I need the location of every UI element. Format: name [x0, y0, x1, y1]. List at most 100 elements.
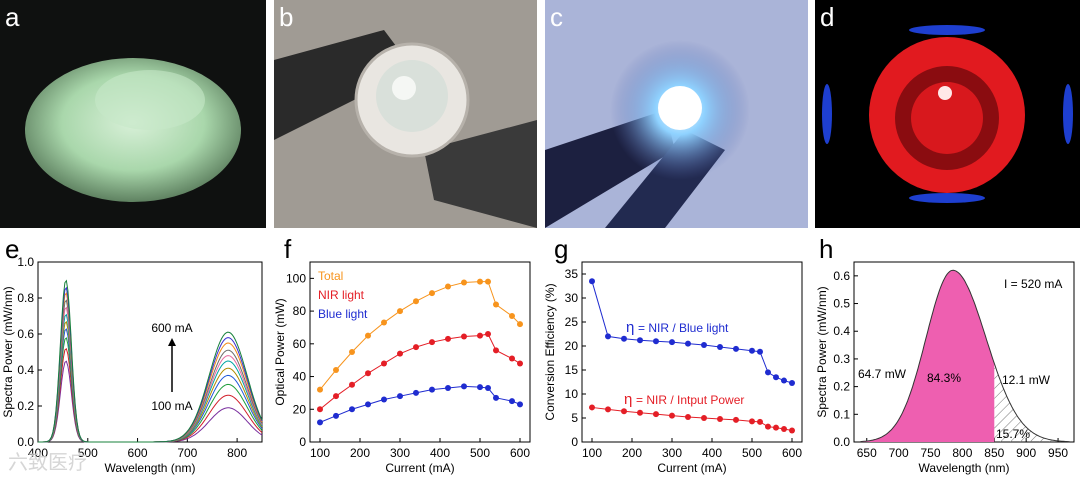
photo-c-led-on: c — [545, 0, 808, 228]
data-point — [733, 345, 739, 352]
data-point — [461, 279, 467, 286]
x-tick-label: 200 — [622, 446, 642, 460]
data-point — [349, 406, 355, 413]
data-point — [493, 394, 499, 401]
data-point — [669, 339, 675, 346]
y-tick-label: 15 — [565, 363, 579, 377]
x-axis-label: Wavelength (nm) — [919, 461, 1010, 475]
data-point — [749, 418, 755, 425]
total-power-label: 64.7 mW — [858, 367, 907, 381]
y-tick-label: 0.0 — [17, 435, 34, 449]
x-tick-label: 800 — [227, 446, 247, 460]
data-point — [637, 409, 643, 416]
data-point — [701, 415, 707, 421]
data-point — [485, 278, 491, 285]
x-tick-label: 300 — [390, 446, 410, 460]
chart-f-svg: 100 200 300 400 500 600 0 20 40 60 80 100 Current (m… — [273, 261, 531, 475]
y-tick-label: 10 — [565, 387, 579, 401]
panel-label-d: d — [820, 2, 835, 32]
data-point — [349, 349, 355, 355]
photo-d-nir-glow: d — [815, 0, 1080, 228]
x-tick-label: 650 — [857, 446, 877, 460]
data-point — [333, 367, 339, 373]
x-tick-label: 700 — [889, 446, 909, 460]
data-point — [397, 350, 403, 357]
data-point — [605, 406, 611, 413]
x-tick-label: 700 — [177, 446, 197, 460]
y-tick-label: 1.0 — [17, 255, 34, 269]
y-tick-label: 0.6 — [17, 327, 34, 341]
series-line-1 — [591, 406, 793, 431]
data-point — [765, 369, 771, 376]
data-point — [685, 414, 691, 421]
y-tick-label: 0.0 — [833, 435, 850, 449]
arrow-head — [168, 338, 176, 346]
x-tick-label: 100 — [582, 446, 602, 460]
panel-label-b: b — [279, 2, 294, 32]
y-tick-label: 0 — [571, 435, 578, 449]
chart-f-optical-power: f 100 200 300 400 500 600 0 20 40 60 80 100 Current … — [272, 232, 540, 478]
data-point — [477, 332, 483, 339]
data-point — [773, 374, 779, 381]
data-point — [757, 418, 763, 425]
label-nir-power: = NIR / Intput Power — [636, 393, 744, 407]
annotation-100ma: 100 mA — [151, 399, 192, 413]
data-point — [717, 343, 723, 350]
current-label: I = 520 mA — [1004, 277, 1062, 291]
data-point — [749, 347, 755, 354]
spectrum-line-600-mA — [38, 279, 263, 443]
series-line-1 — [319, 333, 521, 410]
data-point — [789, 379, 795, 386]
plot-frame — [581, 261, 803, 443]
data-point — [413, 389, 419, 396]
x-tick-label: 600 — [782, 446, 802, 460]
x-tick-label: 400 — [28, 446, 48, 460]
eta-symbol-power: η — [624, 391, 632, 408]
data-point — [333, 393, 339, 400]
y-axis-label: Optical Power (mW) — [273, 298, 287, 405]
x-axis-label: Current (mA) — [657, 461, 726, 475]
x-tick-label: 950 — [1048, 446, 1068, 460]
led-off-illustration — [274, 0, 537, 228]
panel-label-h: h — [819, 234, 834, 264]
data-point — [605, 333, 611, 340]
data-point — [381, 360, 387, 367]
series-line-0 — [591, 281, 793, 384]
data-point — [429, 339, 435, 346]
data-point — [397, 308, 403, 315]
x-tick-label: 200 — [350, 446, 370, 460]
data-point — [485, 385, 491, 391]
legend-label-0: Total — [318, 269, 343, 283]
y-axis-label: Spectra Power (mW/nm) — [815, 286, 829, 417]
powder-illustration — [25, 58, 241, 202]
data-point — [365, 401, 371, 408]
series-line-2 — [319, 385, 521, 423]
data-point — [517, 321, 523, 328]
nir-glow-illustration — [815, 0, 1080, 228]
y-tick-label: 0.4 — [833, 324, 850, 338]
x-tick-label: 100 — [310, 446, 330, 460]
y-axis-label: Spectra Power (mW/nm) — [1, 286, 15, 417]
y-tick-label: 40 — [293, 370, 307, 384]
data-point — [765, 423, 771, 430]
y-tick-label: 0.2 — [833, 380, 850, 394]
data-point — [653, 411, 659, 418]
panel-label-e: e — [5, 234, 20, 264]
x-tick-label: 500 — [742, 446, 762, 460]
data-point — [485, 331, 491, 337]
y-tick-label: 25 — [565, 315, 579, 329]
x-tick-label: 900 — [1016, 446, 1036, 460]
legend-label-1: NIR light — [318, 288, 365, 302]
data-point — [509, 398, 515, 405]
data-point — [781, 426, 787, 433]
data-point — [445, 385, 451, 391]
x-tick-label: 500 — [78, 446, 98, 460]
y-tick-label: 35 — [565, 267, 579, 281]
data-point — [429, 386, 435, 393]
data-point — [757, 348, 763, 355]
y-tick-label: 0.4 — [17, 363, 34, 377]
data-point — [381, 396, 387, 403]
x-tick-label: 300 — [662, 446, 682, 460]
data-point — [773, 424, 779, 431]
legend-label-2: Blue light — [318, 307, 368, 321]
